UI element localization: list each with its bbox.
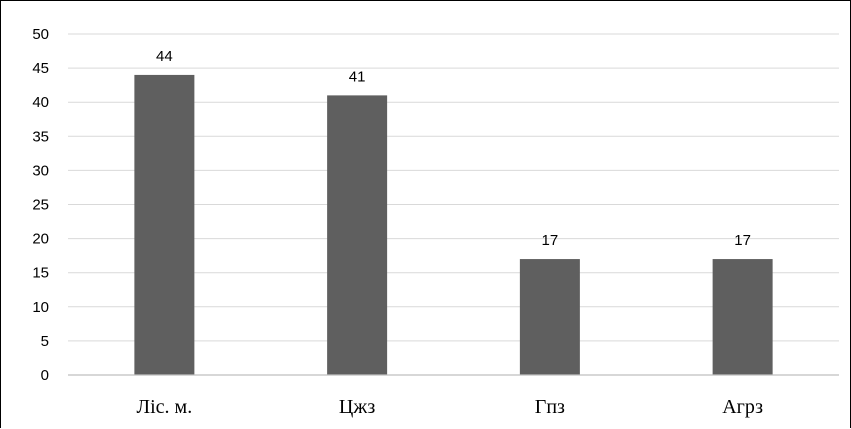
bars	[134, 74, 773, 376]
x-category-label: Цжз	[339, 396, 376, 418]
y-tick-label: 25	[32, 197, 49, 214]
y-tick-label: 10	[32, 299, 49, 316]
x-category-label: Ліс. м.	[137, 396, 193, 418]
bar	[712, 259, 773, 375]
y-tick-label: 0	[41, 367, 49, 384]
data-label: 41	[349, 68, 366, 85]
y-tick-label: 45	[32, 60, 49, 77]
data-label: 17	[542, 232, 559, 249]
data-label: 44	[156, 48, 173, 65]
y-axis-ticks: 0 5 10 15 20 25 30 35 40 45 50	[32, 26, 49, 384]
x-axis-categories: Ліс. м. Цжз Гпз Агрз	[137, 396, 764, 418]
data-labels: 44 41 17 17	[156, 48, 751, 249]
y-tick-label: 50	[32, 26, 49, 43]
y-tick-label: 5	[41, 333, 49, 350]
bar	[519, 259, 580, 375]
gridlines	[68, 33, 839, 342]
x-category-label: Агрз	[722, 396, 763, 418]
y-tick-label: 20	[32, 231, 49, 248]
y-tick-label: 15	[32, 265, 49, 282]
y-tick-label: 30	[32, 162, 49, 179]
x-category-label: Гпз	[535, 396, 565, 418]
y-tick-label: 40	[32, 94, 49, 111]
bar	[134, 74, 195, 376]
y-tick-label: 35	[32, 128, 49, 145]
bar	[327, 95, 388, 375]
data-label: 17	[734, 232, 751, 249]
